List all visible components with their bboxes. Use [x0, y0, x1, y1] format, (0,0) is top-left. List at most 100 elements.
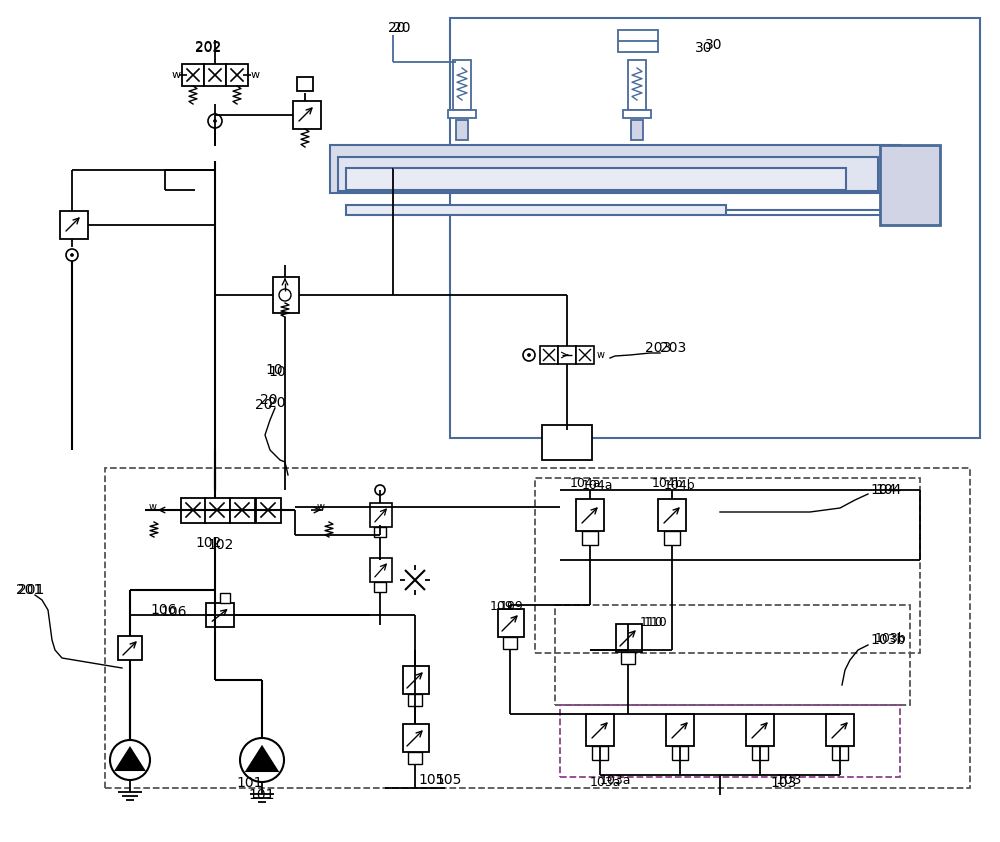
Bar	[631, 120, 643, 140]
Circle shape	[528, 354, 530, 356]
Bar	[338, 157, 878, 191]
Text: 101: 101	[237, 776, 263, 790]
Bar	[555, 605, 910, 705]
Bar	[204, 64, 226, 86]
Bar	[618, 30, 658, 52]
Polygon shape	[116, 748, 144, 770]
Bar	[586, 714, 614, 746]
Text: 10: 10	[268, 365, 286, 379]
Bar	[60, 211, 88, 239]
Bar	[558, 346, 576, 364]
Bar	[256, 498, 281, 523]
Bar	[826, 714, 854, 746]
Text: 201: 201	[18, 583, 44, 597]
Bar	[273, 277, 299, 313]
Bar	[118, 636, 142, 660]
Text: 102: 102	[195, 536, 221, 550]
Bar	[616, 624, 642, 652]
Text: 203: 203	[645, 341, 671, 355]
Circle shape	[279, 289, 291, 301]
Text: 106: 106	[160, 605, 187, 619]
Bar	[330, 145, 900, 193]
Bar	[560, 705, 900, 777]
Bar	[105, 468, 970, 788]
Bar	[370, 558, 392, 582]
Text: 10: 10	[265, 363, 283, 377]
Bar	[450, 18, 980, 438]
Bar	[576, 346, 594, 364]
Text: 20: 20	[268, 396, 286, 410]
Bar	[456, 120, 468, 140]
Text: 103b: 103b	[875, 632, 907, 644]
Text: w: w	[172, 70, 181, 80]
Text: 105: 105	[435, 773, 461, 787]
Text: 109: 109	[500, 600, 524, 614]
Bar	[403, 666, 429, 694]
Text: 20: 20	[393, 21, 411, 35]
Text: 104a: 104a	[582, 478, 614, 492]
Text: 110: 110	[644, 616, 668, 628]
Circle shape	[523, 349, 535, 361]
Bar	[220, 593, 230, 603]
Text: 103b: 103b	[870, 633, 905, 647]
Text: 109: 109	[490, 600, 514, 614]
Bar	[666, 714, 694, 746]
Circle shape	[110, 740, 150, 780]
Bar	[752, 746, 768, 760]
Bar	[621, 652, 635, 664]
Text: 105: 105	[418, 773, 444, 787]
Text: 20: 20	[255, 398, 273, 412]
Bar	[226, 64, 248, 86]
Text: w: w	[317, 502, 325, 512]
Bar	[535, 478, 920, 653]
Circle shape	[375, 485, 385, 495]
Bar	[880, 145, 940, 225]
Bar	[448, 110, 476, 118]
Bar	[403, 724, 429, 752]
Text: w: w	[251, 70, 260, 80]
Bar	[623, 110, 651, 118]
Bar	[374, 527, 386, 537]
Text: 30: 30	[705, 38, 722, 52]
Circle shape	[208, 114, 222, 128]
Bar	[664, 531, 680, 545]
Polygon shape	[247, 747, 277, 771]
Bar	[408, 694, 422, 706]
Text: 104b: 104b	[652, 477, 684, 489]
Text: 30: 30	[695, 41, 712, 55]
Bar	[498, 609, 524, 637]
Text: 104: 104	[875, 483, 901, 497]
Bar	[408, 752, 422, 764]
Text: 104a: 104a	[570, 477, 602, 489]
Text: 103: 103	[770, 776, 796, 790]
Bar	[205, 498, 230, 523]
Bar	[540, 346, 558, 364]
Text: 202: 202	[195, 41, 221, 55]
Bar	[542, 425, 592, 460]
Bar	[592, 746, 608, 760]
Bar	[628, 60, 646, 110]
Bar	[453, 60, 471, 110]
Bar	[672, 746, 688, 760]
Bar	[370, 503, 392, 527]
Bar	[346, 205, 726, 215]
Bar	[374, 582, 386, 592]
Bar	[576, 499, 604, 531]
Text: 103a: 103a	[600, 774, 632, 786]
Text: 20: 20	[388, 21, 406, 35]
Text: 103: 103	[775, 773, 801, 787]
Bar	[293, 101, 321, 129]
Text: 110: 110	[640, 616, 664, 630]
Text: 106: 106	[150, 603, 177, 617]
Text: 201: 201	[16, 583, 42, 597]
Text: 101: 101	[249, 788, 275, 802]
Bar	[582, 531, 598, 545]
Bar	[182, 64, 204, 86]
Bar	[658, 499, 686, 531]
Bar	[230, 498, 255, 523]
Text: 104: 104	[870, 483, 896, 497]
Circle shape	[240, 738, 284, 782]
Circle shape	[214, 120, 217, 122]
Circle shape	[71, 253, 74, 257]
Text: 202: 202	[195, 40, 221, 54]
